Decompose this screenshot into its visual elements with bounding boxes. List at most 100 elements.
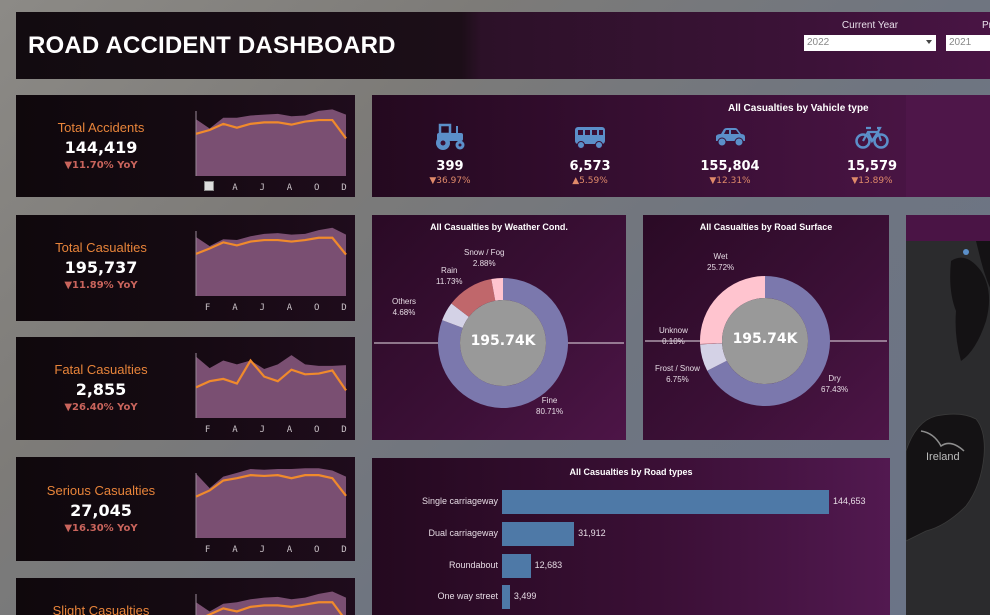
- bar-category-label: Roundabout: [448, 560, 498, 570]
- donut-slice-fine: [438, 278, 568, 408]
- road-surface-panel: All Casualties by Road Surface Wet 25.72%…: [643, 215, 889, 440]
- kpi-delta: ▼16.30% YoY: [64, 523, 138, 534]
- month-tick-label: D: [341, 545, 346, 555]
- road-types-chart-title: All Casualties by Road types: [569, 467, 693, 477]
- month-tick-label: F: [205, 545, 210, 555]
- month-tick-label: D: [341, 425, 346, 435]
- road-surface-donut-chart: [645, 276, 887, 406]
- kpi-label: Total Accidents: [57, 120, 145, 135]
- previous-year-area: [196, 355, 346, 418]
- donut-slice-wet: [700, 276, 765, 344]
- current-year-line: [195, 358, 347, 392]
- vehicle-value: 155,804: [700, 159, 760, 174]
- month-tick-label: F: [205, 425, 210, 435]
- kpi-card-serious-casualties: Serious Casualties 27,045 ▼16.30% YoY F A…: [16, 457, 355, 561]
- previous-year-value: 2021: [949, 37, 972, 48]
- donut-label-dry: Dry 67.43%: [821, 374, 849, 394]
- vehicle-item-tractor: 399 ▼36.97%: [390, 123, 510, 186]
- month-tick-label: A: [287, 183, 293, 193]
- bar-row: Dual carriageway 31,912: [372, 522, 890, 546]
- current-year-line: [195, 118, 347, 140]
- month-tick-label: F: [205, 303, 210, 313]
- map-panel[interactable]: Ireland: [905, 215, 990, 615]
- donut-label-frost-snow: Frost / Snow 6.75%: [655, 364, 700, 384]
- kpi-label: Fatal Casualties: [54, 362, 148, 377]
- month-tick-label: J: [259, 303, 264, 313]
- kpi-label: Serious Casualties: [46, 483, 156, 498]
- month-tick-label: O: [314, 183, 319, 193]
- kpi-delta: ▼11.89% YoY: [64, 280, 138, 291]
- vehicle-value: 15,579: [846, 159, 898, 174]
- kpi-delta: ▼26.40% YoY: [64, 402, 138, 413]
- previous-year-select[interactable]: 2021: [946, 35, 990, 51]
- kpi-card-total-accidents: Total Accidents 144,419 ▼11.70% YoY FAJA…: [16, 95, 355, 197]
- month-tick-label: A: [232, 183, 238, 193]
- bar-category-label: Single carriageway: [421, 496, 498, 506]
- vehicle-panel-overflow: [906, 95, 990, 197]
- weather-chart-title: All Casualties by Weather Cond.: [430, 222, 568, 232]
- current-year-line: [195, 236, 347, 256]
- weather-donut-chart: [374, 278, 624, 408]
- bar-one-way-street[interactable]: [502, 585, 510, 609]
- month-tick-label: D: [341, 183, 346, 193]
- kpi-value: 144,419: [64, 138, 138, 157]
- kpi-label: Total Casualties: [55, 240, 147, 255]
- road-types-panel: All Casualties by Road types Single carr…: [372, 458, 890, 615]
- road-surface-chart-title: All Casualties by Road Surface: [699, 222, 833, 232]
- month-tick-label: J: [259, 545, 264, 555]
- bar-single-carriageway[interactable]: [502, 490, 829, 514]
- map-landmass: [905, 241, 990, 542]
- vehicle-delta: ▼36.97%: [429, 176, 471, 186]
- kpi-card-fatal-casualties: Fatal Casualties 2,855 ▼26.40% YoY F A J A O…: [16, 337, 355, 440]
- vehicle-value: 6,573: [569, 159, 611, 174]
- bar-dual-carriageway[interactable]: [502, 522, 575, 546]
- bar-category-label: Dual carriageway: [428, 528, 498, 538]
- previous-year-area: [196, 468, 346, 538]
- kpi-value: 195,737: [64, 258, 138, 277]
- chevron-down-icon: [926, 40, 932, 44]
- donut-center: [460, 300, 546, 386]
- month-tick-label: A: [287, 545, 293, 555]
- kpi-label: Slight Casualties: [52, 603, 150, 615]
- month-tick-label: J: [259, 425, 264, 435]
- month-tick-label: A: [232, 425, 238, 435]
- month-tick-label: O: [314, 425, 319, 435]
- map-canvas[interactable]: Ireland: [905, 241, 990, 615]
- bar-row: Roundabout 12,683: [372, 554, 890, 578]
- current-year-value: 2022: [807, 37, 830, 48]
- current-year-label: Current Year: [841, 20, 899, 31]
- donut-label-wet: Wet 25.72%: [707, 252, 735, 272]
- donut-label-others: Others 4.68%: [392, 297, 417, 317]
- kpi-delta: ▼11.70% YoY: [64, 160, 138, 171]
- bar-row: Single carriageway 144,653: [372, 490, 890, 514]
- bicycle-icon: [855, 126, 889, 149]
- previous-year-label: Previous Year: [982, 20, 990, 31]
- month-tick-label: A: [232, 303, 238, 313]
- vehicle-item-bicycle: 15,579 ▼13.89%: [812, 123, 932, 186]
- current-year-select[interactable]: 2022: [804, 35, 936, 51]
- donut-label-unknow: Unknow 0.10%: [659, 326, 688, 346]
- donut-center-value: 195.74K: [470, 333, 536, 349]
- donut-label-rain: Rain 11.73%: [436, 266, 463, 286]
- vehicle-type-panel: All Casualties by Vahicle type 399 ▼36.9…: [372, 95, 990, 197]
- vehicle-item-bus: 6,573 ▲5.59%: [530, 123, 650, 186]
- bar-roundabout[interactable]: [502, 554, 531, 578]
- previous-year-filter: Previous Year 2021: [946, 20, 990, 51]
- dashboard-header: ROAD ACCIDENT DASHBOARD Current Year 202…: [16, 12, 990, 79]
- donut-slice-frost-snow: [700, 343, 727, 371]
- previous-year-area: [196, 591, 346, 615]
- bar-category-label: One way street: [437, 591, 498, 601]
- tooltip-pin-icon[interactable]: [204, 181, 214, 191]
- bar-row: One way street 3,499: [372, 585, 890, 609]
- month-tick-label: A: [232, 545, 238, 555]
- month-tick-label: A: [287, 425, 293, 435]
- donut-label-snow-fog: Snow / Fog 2.88%: [464, 248, 505, 268]
- tractor-icon: [436, 123, 465, 150]
- bar-value-label: 144,653: [833, 496, 866, 506]
- donut-slice-snow-fog: [491, 278, 503, 301]
- current-year-line: [205, 601, 344, 615]
